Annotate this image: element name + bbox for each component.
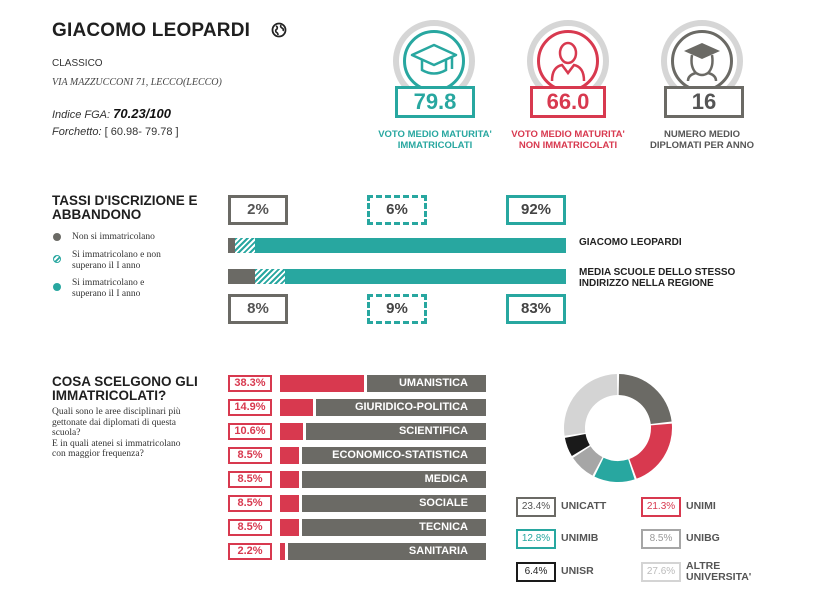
graduate-icon <box>671 30 733 92</box>
donut-slice-altre <box>564 374 618 436</box>
school-pct-not-enrolled: 2% <box>228 195 288 225</box>
region-pct-continue: 83% <box>506 294 566 324</box>
school-bar-segment-dropout <box>235 238 255 253</box>
uni-label-altre: ALTRE UNIVERSITA' <box>686 560 752 583</box>
donut-slice-unimib <box>594 457 635 482</box>
choice-pct-2: 10.6% <box>228 423 272 440</box>
school-bar-label: GIACOMO LEOPARDI <box>579 237 682 248</box>
legend-dot-continue <box>53 283 61 291</box>
legend-dot-not-enrolled <box>53 233 61 241</box>
range-value: [ 60.98- 79.78 ] <box>104 126 179 138</box>
school-address: VIA MAZZUCCONI 71, LECCO(LECCO) <box>52 77 222 88</box>
range-label: Forchetto: <box>52 126 102 138</box>
choice-bar-fill-5 <box>280 495 299 512</box>
choice-label-4: MEDICA <box>302 471 486 488</box>
legend-dot-dropout <box>53 255 61 263</box>
choice-bar-fill-6 <box>280 519 299 536</box>
choice-pct-0: 38.3% <box>228 375 272 392</box>
school-name: GIACOMO LEOPARDI <box>52 20 251 41</box>
region-bar-segment-dropout <box>255 269 285 284</box>
stat-label-diplomati: NUMERO MEDIO DIPLOMATI PER ANNO <box>650 129 754 151</box>
universities-donut-chart <box>564 374 672 482</box>
fga-index: Indice FGA: 70.23/100 <box>52 106 171 121</box>
uni-pct-unicatt: 23.4% <box>516 497 556 517</box>
region-pct-dropout: 9% <box>367 294 427 324</box>
stat-label-immatricolati: VOTO MEDIO MATURITA' IMMATRICOLATI <box>378 129 492 151</box>
legend-dropout: Si immatricolano e non superano il I anno <box>72 250 161 271</box>
donut-slice-unicatt <box>618 374 672 425</box>
person-icon <box>537 30 599 92</box>
region-pct-not-enrolled: 8% <box>228 294 288 324</box>
choices-description: Quali sono le aree disciplinari più gett… <box>52 407 181 459</box>
choice-label-6: TECNICA <box>302 519 486 536</box>
choice-bar-fill-2 <box>280 423 303 440</box>
fga-label: Indice FGA: <box>52 109 111 121</box>
choice-pct-7: 2.2% <box>228 543 272 560</box>
choice-bar-fill-1 <box>280 399 313 416</box>
school-pct-continue: 92% <box>506 195 566 225</box>
uni-pct-unimi: 21.3% <box>641 497 681 517</box>
school-bar-segment-continue <box>255 238 566 253</box>
uni-pct-unimib: 12.8% <box>516 529 556 549</box>
choices-title: COSA SCELGONO GLI IMMATRICOLATI? <box>52 374 198 403</box>
choice-pct-5: 8.5% <box>228 495 272 512</box>
legend-continue: Si immatricolano e superano il I anno <box>72 278 145 299</box>
uni-label-unimib: UNIMIB <box>561 532 599 544</box>
uni-label-unisr: UNISR <box>561 565 594 577</box>
fga-range: Forchetto: [ 60.98- 79.78 ] <box>52 126 179 138</box>
choice-bar-fill-3 <box>280 447 299 464</box>
legend-not-enrolled: Non si immatricolano <box>72 232 155 242</box>
region-bar-segment-continue <box>285 269 566 284</box>
school-type: CLASSICO <box>52 58 103 69</box>
choice-label-1: GIURIDICO-POLITICA <box>316 399 486 416</box>
choice-bar-fill-4 <box>280 471 299 488</box>
choice-label-5: SOCIALE <box>302 495 486 512</box>
fga-value: 70.23/100 <box>113 106 171 121</box>
choice-label-7: SANITARIA <box>288 543 486 560</box>
uni-pct-unisr: 6.4% <box>516 562 556 582</box>
donut-slice-unibg <box>572 446 603 476</box>
choice-label-2: SCIENTIFICA <box>306 423 486 440</box>
graduation-cap-icon <box>403 30 465 92</box>
stat-value-diplomati: 16 <box>664 86 744 118</box>
stat-value-non-immatricolati: 66.0 <box>530 86 606 118</box>
choice-pct-3: 8.5% <box>228 447 272 464</box>
choice-label-3: ECONOMICO-STATISTICA <box>302 447 486 464</box>
donut-slice-unimi <box>629 423 672 479</box>
donut-slice-unisr <box>564 434 590 457</box>
uni-pct-altre: 27.6% <box>641 562 681 582</box>
uni-pct-unibg: 8.5% <box>641 529 681 549</box>
globe-icon[interactable] <box>271 22 287 38</box>
choice-pct-1: 14.9% <box>228 399 272 416</box>
stat-value-immatricolati: 79.8 <box>395 86 475 118</box>
uni-label-unimi: UNIMI <box>686 500 716 512</box>
uni-label-unicatt: UNICATT <box>561 500 607 512</box>
region-bar-segment-not-enrolled <box>228 269 255 284</box>
school-pct-dropout: 6% <box>367 195 427 225</box>
choice-pct-6: 8.5% <box>228 519 272 536</box>
uni-label-unibg: UNIBG <box>686 532 720 544</box>
region-bar-label: MEDIA SCUOLE DELLO STESSO INDIRIZZO NELLA… <box>579 267 736 289</box>
choice-pct-4: 8.5% <box>228 471 272 488</box>
school-bar-segment-not-enrolled <box>228 238 235 253</box>
enrollment-title: TASSI D'ISCRIZIONE E ABBANDONO <box>52 193 198 222</box>
choice-bar-fill-7 <box>280 543 285 560</box>
choice-label-0: UMANISTICA <box>367 375 486 392</box>
stat-label-non-immatricolati: VOTO MEDIO MATURITA' NON IMMATRICOLATI <box>511 129 625 151</box>
choice-bar-fill-0 <box>280 375 364 392</box>
